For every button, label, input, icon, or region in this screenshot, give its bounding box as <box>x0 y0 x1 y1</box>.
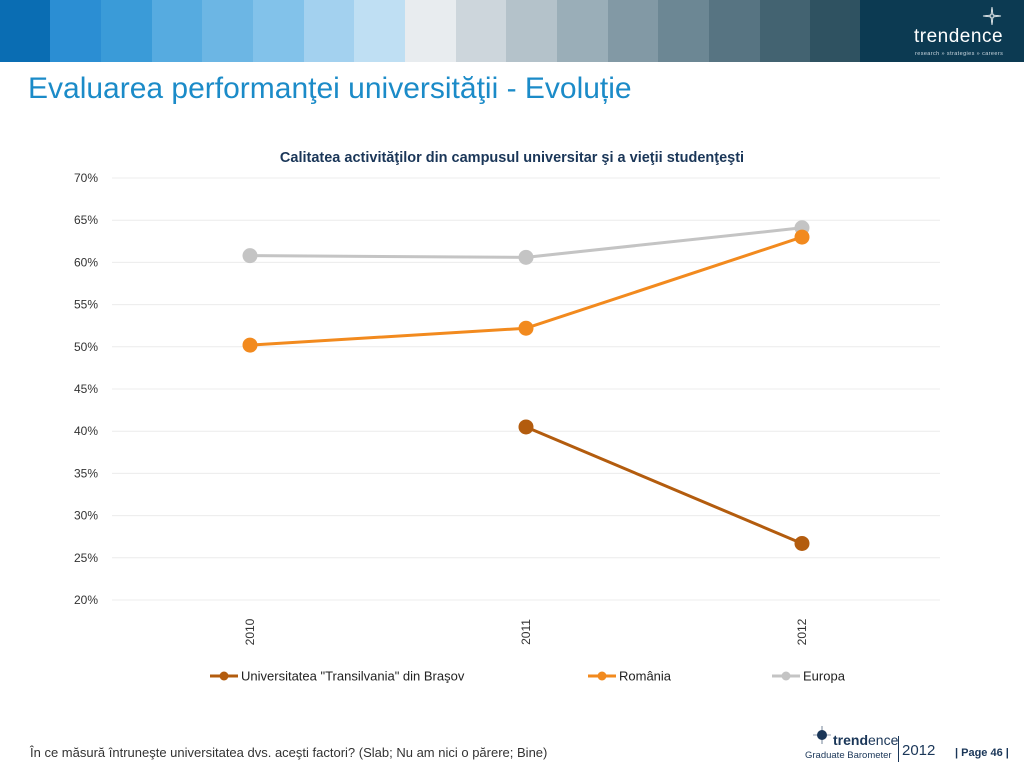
legend-label: România <box>619 669 672 684</box>
x-tick-label: 2011 <box>519 619 533 645</box>
footer-brand: trendence <box>833 732 898 748</box>
legend-swatch-marker <box>781 671 791 681</box>
chart-gridlines <box>112 177 940 601</box>
legend-swatch-marker <box>597 671 607 681</box>
band-segment <box>506 0 557 62</box>
data-point <box>794 229 810 245</box>
brand-tagline: research » strategies » careers <box>915 51 1004 57</box>
band-segment <box>810 0 861 62</box>
x-tick-label: 2010 <box>243 618 257 645</box>
data-point <box>242 337 258 353</box>
y-tick-label: 40% <box>74 424 98 438</box>
x-tick-label: 2012 <box>795 618 809 645</box>
footer-divider <box>898 736 899 762</box>
legend-label: Universitatea "Transilvania" din Braşov <box>241 669 465 684</box>
footer-year: 2012 <box>902 742 936 759</box>
y-tick-label: 65% <box>74 213 98 227</box>
data-point <box>518 249 534 265</box>
y-tick-label: 70% <box>74 171 98 185</box>
y-tick-label: 60% <box>74 255 98 269</box>
band-segment <box>0 0 50 62</box>
y-tick-label: 35% <box>74 466 98 480</box>
header-color-band <box>0 0 1024 62</box>
globe-icon <box>813 726 831 744</box>
band-segment <box>709 0 760 62</box>
page-title: Evaluarea performanţei universităţii - E… <box>28 72 632 105</box>
chart-title: Calitatea activităţilor din campusul uni… <box>280 150 744 166</box>
x-axis-ticks: 2010 2011 2012 <box>243 618 809 645</box>
band-segment <box>557 0 608 62</box>
brand-sparkle-icon <box>982 6 1002 26</box>
legend-label: Europa <box>803 669 846 684</box>
band-segment <box>152 0 202 62</box>
chart-series <box>242 220 810 551</box>
data-point <box>242 248 258 264</box>
band-segment <box>253 0 304 62</box>
band-segment <box>304 0 354 62</box>
y-tick-label: 55% <box>74 298 98 312</box>
band-segment <box>608 0 658 62</box>
page-number: | Page 46 | <box>955 747 1009 759</box>
footer-brand-rest: ence <box>868 732 899 748</box>
legend-swatch-marker <box>219 671 229 681</box>
band-segment <box>101 0 152 62</box>
y-tick-label: 50% <box>74 340 98 354</box>
data-point <box>518 320 534 336</box>
band-segment <box>405 0 456 62</box>
footer-question: În ce măsură întruneşte universitatea dv… <box>30 745 548 760</box>
band-segment <box>354 0 405 62</box>
y-tick-label: 25% <box>74 551 98 565</box>
chart-legend: Universitatea "Transilvania" din Braşov R… <box>210 669 846 684</box>
band-segment <box>658 0 709 62</box>
y-tick-label: 20% <box>74 593 98 607</box>
data-point <box>794 535 810 551</box>
brand-logo: trendence research » strategies » career… <box>860 0 1024 62</box>
y-axis-ticks: 20% 25% 30% 35% 40% 45% 50% 55% 60% 65% 70% <box>74 171 98 607</box>
footer-logo: trendence Graduate Barometer 2012 <box>805 724 935 764</box>
y-tick-label: 30% <box>74 509 98 523</box>
series-line <box>525 425 803 545</box>
footer-sub: Graduate Barometer <box>805 750 892 761</box>
band-segment <box>760 0 810 62</box>
data-point <box>518 419 534 435</box>
brand-name: trendence <box>914 26 1004 47</box>
footer-brand-bold: trend <box>833 732 868 748</box>
y-tick-label: 45% <box>74 382 98 396</box>
band-segment <box>456 0 506 62</box>
band-segment <box>202 0 253 62</box>
band-segment <box>50 0 101 62</box>
